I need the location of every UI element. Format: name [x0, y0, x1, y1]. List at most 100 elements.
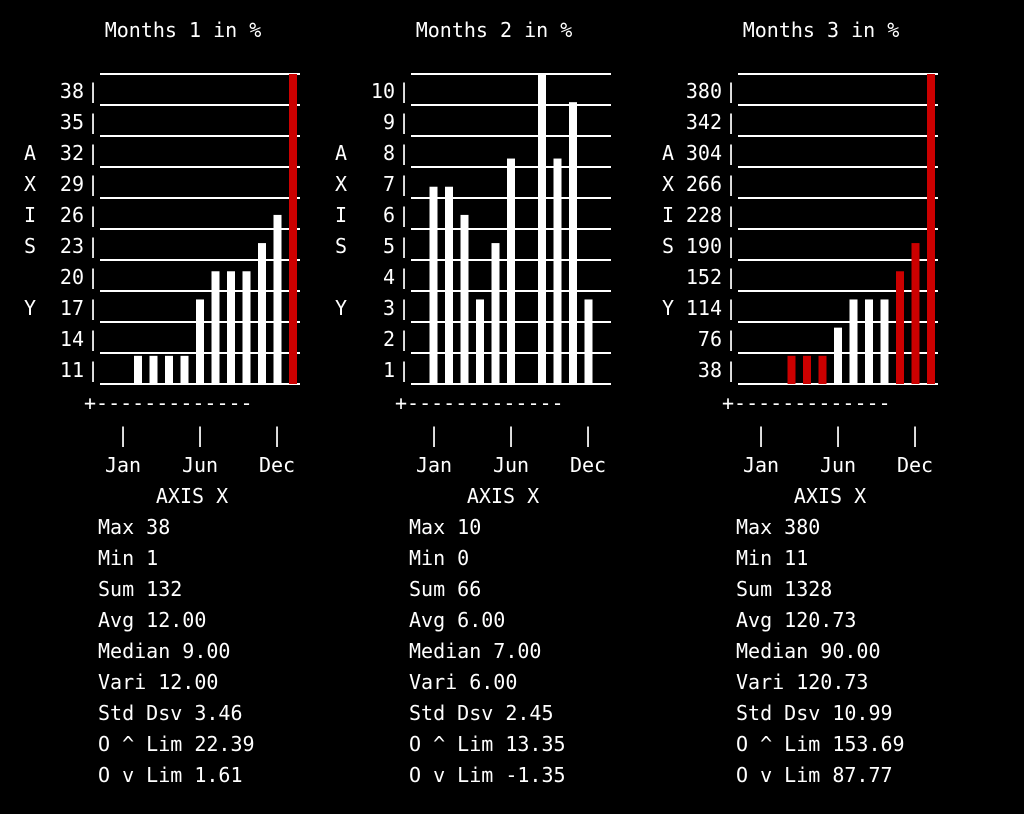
- bar: [150, 356, 158, 384]
- y-axis-title-letter: Y: [24, 296, 36, 320]
- stat-line: Vari 120.73: [736, 670, 868, 694]
- y-tick-label: 20: [60, 265, 84, 289]
- y-tick-mark: |: [87, 358, 99, 382]
- chart-title: Months 1 in %: [105, 18, 262, 42]
- y-tick-mark: |: [87, 296, 99, 320]
- bar: [492, 243, 500, 384]
- y-tick-label: 38: [60, 79, 84, 103]
- x-axis-title: AXIS X: [467, 484, 539, 508]
- bar: [819, 356, 827, 384]
- y-tick-label: 29: [60, 172, 84, 196]
- y-axis-title-letter: A: [24, 141, 36, 165]
- stat-line: Std Dsv 10.99: [736, 701, 893, 725]
- y-axis-title-letter: Y: [662, 296, 674, 320]
- x-tick-label: Jun: [182, 453, 218, 477]
- bar: [803, 356, 811, 384]
- bar: [865, 299, 873, 384]
- bar: [196, 299, 204, 384]
- y-tick-mark: |: [398, 265, 410, 289]
- stat-line: O v Lim 1.61: [98, 763, 243, 787]
- y-tick-label: 304: [686, 141, 722, 165]
- x-tick-mark: |: [505, 423, 517, 447]
- stat-line: Std Dsv 2.45: [409, 701, 554, 725]
- y-tick-label: 380: [686, 79, 722, 103]
- y-tick-mark: |: [398, 296, 410, 320]
- bar: [227, 271, 235, 384]
- x-tick-label: Dec: [897, 453, 933, 477]
- y-axis-title-letter: S: [335, 234, 347, 258]
- y-axis-title-letter: X: [335, 172, 347, 196]
- stat-line: O v Lim -1.35: [409, 763, 566, 787]
- bar: [538, 74, 546, 384]
- y-axis-title-letter: Y: [335, 296, 347, 320]
- bar: [912, 243, 920, 384]
- stat-line: Median 9.00: [98, 639, 230, 663]
- y-tick-mark: |: [725, 327, 737, 351]
- stat-line: O ^ Lim 22.39: [98, 732, 255, 756]
- y-tick-mark: |: [725, 296, 737, 320]
- bar: [850, 299, 858, 384]
- stat-line: Vari 6.00: [409, 670, 517, 694]
- bar: [927, 74, 935, 384]
- stat-line: Std Dsv 3.46: [98, 701, 243, 725]
- bar: [243, 271, 251, 384]
- y-tick-mark: |: [87, 172, 99, 196]
- y-tick-mark: |: [398, 358, 410, 382]
- y-tick-mark: |: [725, 79, 737, 103]
- y-tick-label: 7: [383, 172, 395, 196]
- y-tick-mark: |: [87, 265, 99, 289]
- x-tick-mark: |: [832, 423, 844, 447]
- y-axis-title-letter: A: [335, 141, 347, 165]
- y-tick-mark: |: [87, 203, 99, 227]
- stat-line: Median 90.00: [736, 639, 881, 663]
- stat-line: Min 1: [98, 546, 158, 570]
- x-tick-label: Jan: [743, 453, 779, 477]
- y-tick-mark: |: [725, 358, 737, 382]
- bar: [212, 271, 220, 384]
- y-tick-mark: |: [398, 172, 410, 196]
- y-tick-label: 228: [686, 203, 722, 227]
- y-axis-title-letter: I: [335, 203, 347, 227]
- y-tick-mark: |: [87, 327, 99, 351]
- y-tick-label: 14: [60, 327, 84, 351]
- x-tick-mark: |: [117, 423, 129, 447]
- y-tick-label: 9: [383, 110, 395, 134]
- y-axis-title-letter: I: [24, 203, 36, 227]
- bar: [258, 243, 266, 384]
- stat-line: Sum 66: [409, 577, 481, 601]
- y-tick-mark: |: [398, 234, 410, 258]
- stat-line: Avg 6.00: [409, 608, 505, 632]
- x-tick-label: Jun: [493, 453, 529, 477]
- y-tick-label: 4: [383, 265, 395, 289]
- y-axis-title-letter: I: [662, 203, 674, 227]
- y-tick-label: 10: [371, 79, 395, 103]
- stat-line: Max 380: [736, 515, 820, 539]
- y-tick-mark: |: [725, 203, 737, 227]
- y-tick-label: 35: [60, 110, 84, 134]
- stat-line: Min 0: [409, 546, 469, 570]
- y-tick-mark: |: [87, 141, 99, 165]
- y-tick-mark: |: [398, 327, 410, 351]
- stat-line: Sum 132: [98, 577, 182, 601]
- stat-line: O v Lim 87.77: [736, 763, 893, 787]
- y-tick-mark: |: [87, 110, 99, 134]
- y-tick-label: 8: [383, 141, 395, 165]
- bar: [445, 187, 453, 384]
- x-tick-label: Jun: [820, 453, 856, 477]
- stat-line: Median 7.00: [409, 639, 541, 663]
- bar: [788, 356, 796, 384]
- y-tick-label: 38: [698, 358, 722, 382]
- y-tick-mark: |: [725, 110, 737, 134]
- x-tick-mark: |: [271, 423, 283, 447]
- stat-line: Max 38: [98, 515, 170, 539]
- y-tick-label: 32: [60, 141, 84, 165]
- y-tick-label: 6: [383, 203, 395, 227]
- stat-line: O ^ Lim 13.35: [409, 732, 566, 756]
- bar: [134, 356, 142, 384]
- x-tick-mark: |: [909, 423, 921, 447]
- x-axis-title: AXIS X: [156, 484, 228, 508]
- x-tick-mark: |: [428, 423, 440, 447]
- y-tick-mark: |: [725, 141, 737, 165]
- bar: [569, 102, 577, 384]
